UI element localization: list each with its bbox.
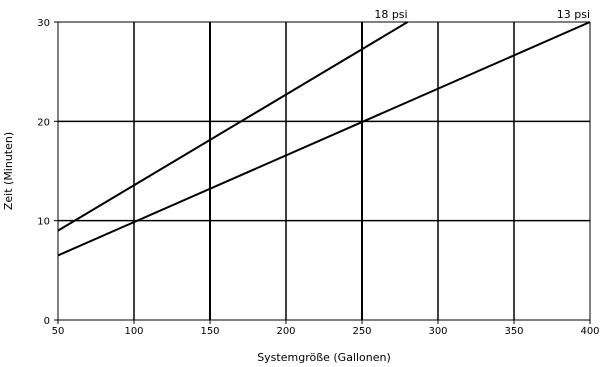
series-layer: 18 psi 13 psi (57, 8, 591, 257)
y-tick-label: 30 (37, 18, 50, 29)
x-tick-label: 200 (276, 326, 295, 337)
y-tick-label: 0 (44, 316, 50, 327)
y-tick-label: 10 (37, 217, 50, 228)
series-label-1: 18 psi (374, 8, 407, 21)
x-tick-label: 150 (200, 326, 219, 337)
x-tick-label: 400 (580, 326, 599, 337)
series-line-2 (57, 21, 591, 257)
series-line-1 (57, 21, 409, 232)
y-tick-label: 20 (37, 117, 50, 128)
x-tick-label: 50 (52, 326, 65, 337)
x-tick-label: 250 (352, 326, 371, 337)
x-tick-label: 350 (504, 326, 523, 337)
x-axis-label: Systemgröße (Gallonen) (257, 351, 391, 364)
series-label-2: 13 psi (557, 8, 590, 21)
grid (57, 21, 591, 321)
x-tick-label: 100 (124, 326, 143, 337)
tick-labels: 50 100 150 200 250 300 350 400 0 10 20 30 (37, 18, 599, 337)
x-tick-label: 300 (428, 326, 447, 337)
y-axis-label: Zeit (Minuten) (2, 132, 15, 210)
